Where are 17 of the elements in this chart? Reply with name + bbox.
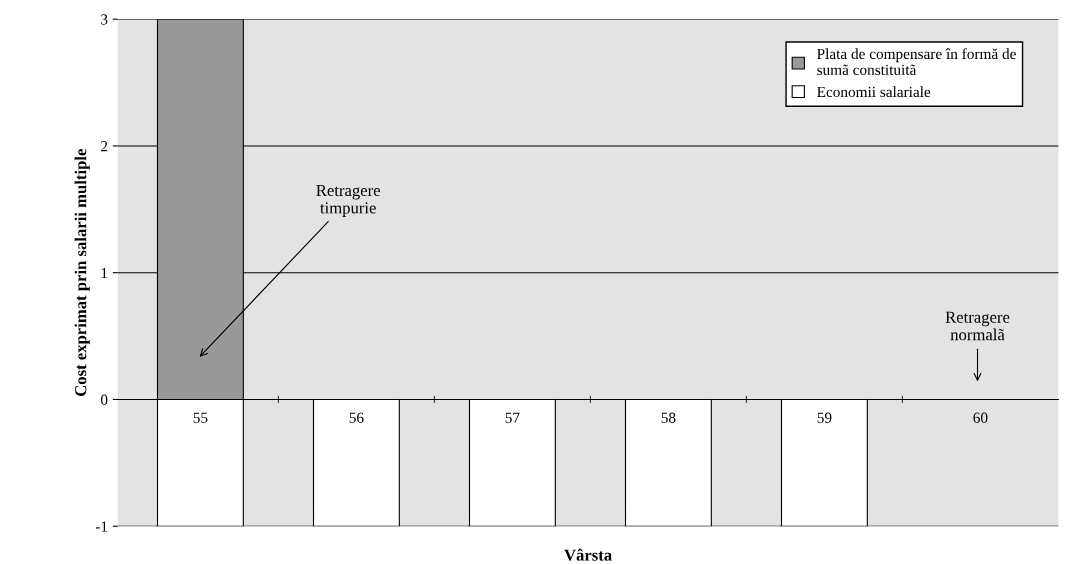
x-tick-label: 55 xyxy=(193,412,208,423)
x-tick-label: 59 xyxy=(817,412,832,423)
y-tick-label: -1 xyxy=(95,521,108,532)
y-tick-label: 3 xyxy=(101,14,108,25)
y-axis-title: Cost exprimat prin salarii multiple xyxy=(74,149,90,396)
annotation: Retragere timpurie xyxy=(316,184,380,217)
x-tick-label: 60 xyxy=(973,412,988,423)
y-tick-label: 0 xyxy=(100,394,108,405)
legend-label: Economii salariale xyxy=(817,86,931,98)
x-tick-label: 58 xyxy=(661,412,676,423)
legend-label: Plata de compensare în formă de sumã constituitã xyxy=(817,48,1016,76)
x-tick-label: 57 xyxy=(505,412,520,423)
annotation: Retragere normalã xyxy=(945,311,1010,341)
y-tick-label: 1 xyxy=(101,267,108,278)
x-axis-title: Vârsta xyxy=(564,548,612,561)
y-tick-label: 2 xyxy=(101,141,108,152)
x-tick-label: 56 xyxy=(349,412,364,423)
